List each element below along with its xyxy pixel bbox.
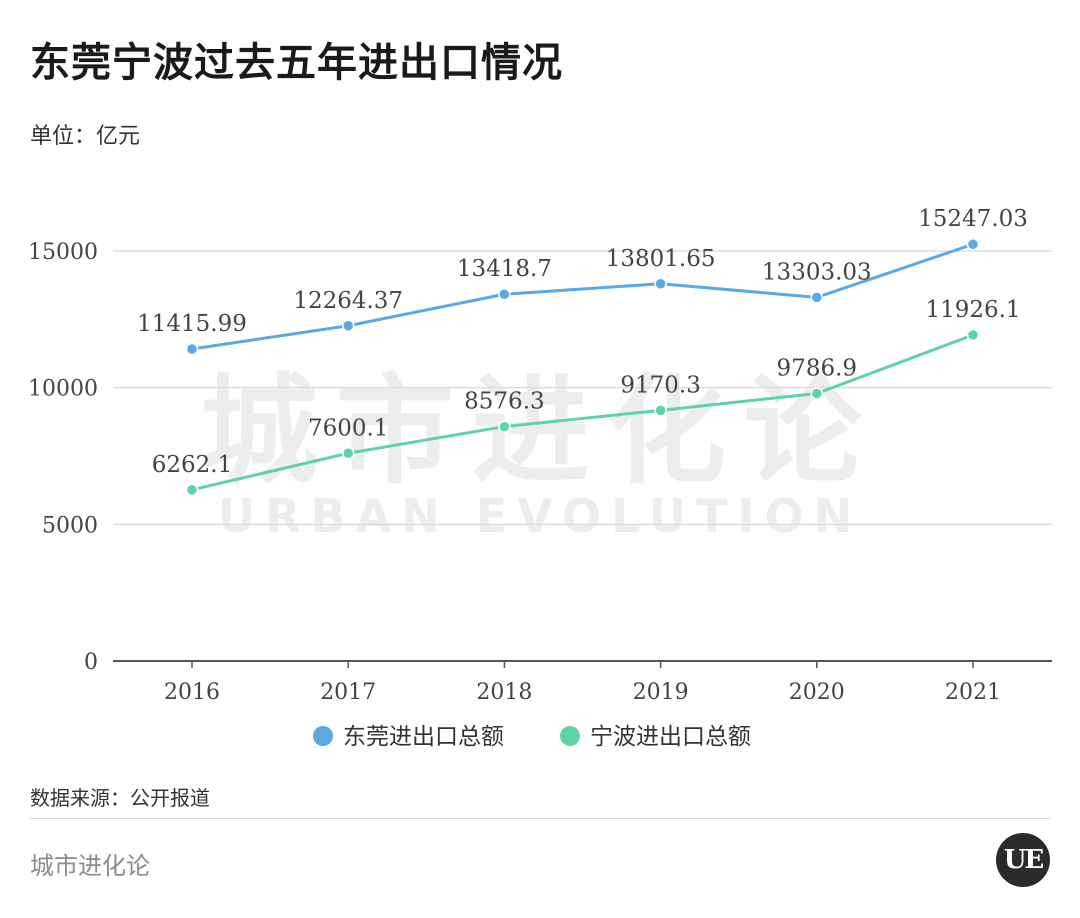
- x-tick-label-2019: 2019: [633, 680, 689, 705]
- x-tick-label-2020: 2020: [789, 680, 845, 705]
- watermark-en: URBAN EVOLUTION: [218, 489, 862, 543]
- data-point-2-2019: [654, 404, 667, 417]
- data-label-2-2016: 6262.1: [152, 452, 232, 478]
- data-label-1-2016: 11415.99: [137, 311, 247, 337]
- data-label-1-2019: 13801.65: [606, 246, 716, 272]
- x-tick-label-2017: 2017: [320, 680, 376, 705]
- brand-name: 城市进化论: [30, 852, 150, 880]
- data-point-1-2021: [966, 237, 980, 251]
- data-label-2-2019: 9170.3: [620, 372, 700, 398]
- data-label-1-2017: 12264.37: [293, 288, 403, 314]
- data-label-2-2020: 9786.9: [777, 355, 857, 381]
- y-tick-label-15000: 15000: [28, 240, 98, 265]
- data-point-2-2018: [498, 420, 511, 433]
- footer-divider: [30, 818, 1050, 819]
- data-label-1-2020: 13303.03: [762, 259, 872, 285]
- data-point-1-2020: [810, 291, 824, 304]
- x-tick-label-2016: 2016: [164, 680, 220, 705]
- data-point-2-2017: [341, 447, 355, 460]
- brand-logo: UE: [996, 833, 1050, 887]
- data-label-2-2017: 7600.1: [308, 415, 388, 441]
- x-tick-label-2021: 2021: [945, 680, 1001, 705]
- legend-label-2: 宁波进出口总额: [590, 724, 751, 750]
- y-tick-label-5000: 5000: [42, 513, 98, 538]
- source-label: 数据来源：公开报道: [30, 786, 210, 810]
- data-point-1-2019: [654, 277, 667, 291]
- data-point-1-2016: [185, 342, 199, 356]
- data-label-2-2018: 8576.3: [464, 389, 544, 415]
- data-label-1-2018: 13418.7: [457, 256, 552, 282]
- y-tick-label-10000: 10000: [28, 377, 98, 402]
- series-line-1: [191, 242, 974, 351]
- unit-label: 单位：亿元: [30, 124, 141, 149]
- data-label-2-2021: 11926.1: [925, 297, 1020, 323]
- legend-marker-1: [313, 726, 333, 746]
- legend-marker-2: [560, 726, 580, 746]
- chart-title: 东莞宁波过去五年进出口情况: [30, 39, 563, 86]
- x-tick-label-2018: 2018: [476, 680, 532, 705]
- series-line-2: [191, 333, 974, 492]
- data-point-2-2021: [966, 328, 980, 342]
- y-tick-label-0: 0: [84, 650, 98, 675]
- data-label-1-2021: 15247.03: [918, 206, 1028, 232]
- legend-label-1: 东莞进出口总额: [343, 724, 504, 750]
- data-point-1-2017: [341, 319, 355, 333]
- data-point-2-2020: [810, 387, 824, 400]
- data-point-2-2016: [185, 483, 199, 497]
- watermark-cn: 城市进化论: [200, 362, 880, 500]
- data-point-1-2018: [498, 287, 511, 301]
